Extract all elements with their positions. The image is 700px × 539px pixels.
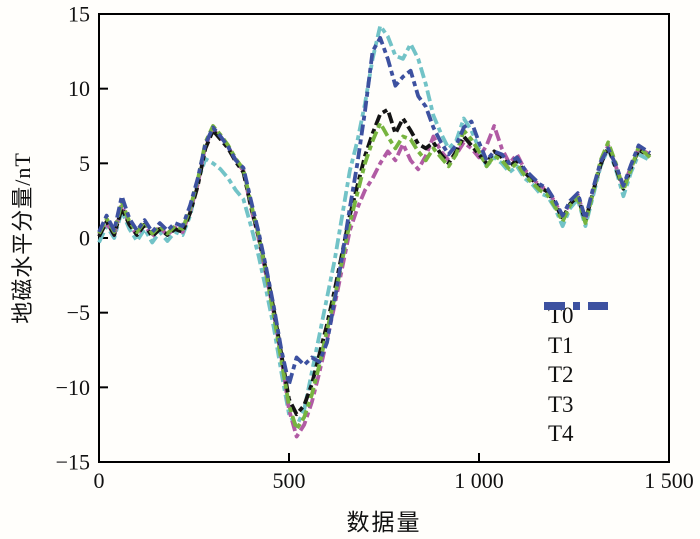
x-tick-label: 0: [94, 468, 105, 493]
chart-legend: T0 T1 T2 T3 T4: [544, 301, 608, 449]
y-tick-label: −10: [56, 375, 90, 400]
y-tick-label: 0: [79, 226, 90, 251]
x-tick-label: 1 000: [454, 468, 504, 493]
legend-label-T1: T1: [548, 332, 574, 358]
legend-label-T4: T4: [548, 421, 574, 447]
y-tick-label: 5: [79, 151, 90, 176]
y-tick-label: −15: [56, 450, 90, 475]
legend-item-T1: T1: [544, 302, 608, 361]
legend-item-T3: T3: [544, 302, 608, 420]
legend-item-T4: T4: [544, 302, 608, 449]
series-line-T4: [97, 36, 652, 387]
x-tick-label: 500: [273, 468, 306, 493]
y-axis-title: 地磁水平分量/nT: [10, 152, 35, 324]
y-tick-label: −5: [67, 300, 90, 325]
y-tick-label: 15: [68, 2, 90, 27]
legend-swatch-T4: [544, 302, 608, 310]
x-tick-label: 1 500: [644, 468, 694, 493]
legend-label-T3: T3: [548, 391, 574, 417]
legend-item-T2: T2: [544, 302, 608, 390]
y-tick-label: 10: [68, 76, 90, 101]
x-axis-title: 数据量: [346, 510, 422, 535]
plot-frame: [98, 13, 670, 463]
legend-label-T2: T2: [548, 362, 574, 388]
